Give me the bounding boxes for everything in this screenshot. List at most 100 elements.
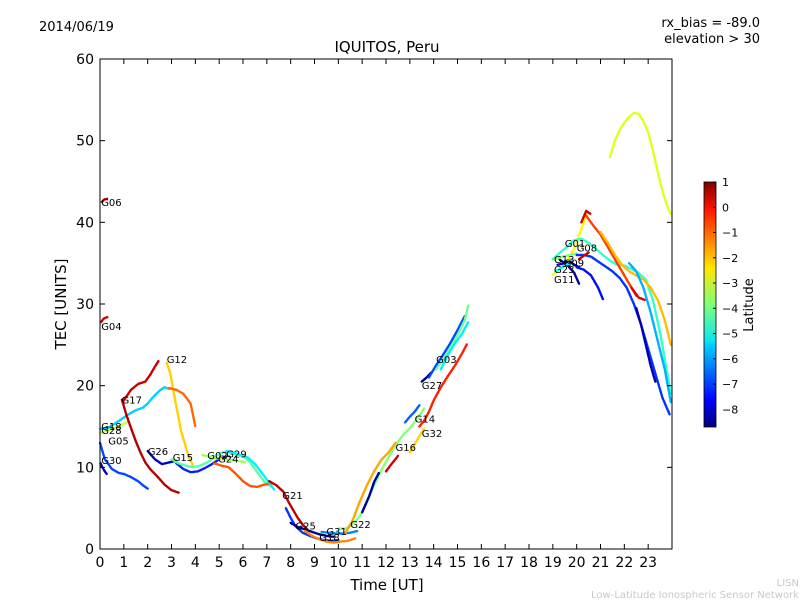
x-axis-label: Time [UT] bbox=[349, 576, 423, 594]
footer-lisn: LISN bbox=[777, 578, 799, 589]
series-g17 bbox=[120, 398, 180, 494]
x-tick-label: 12 bbox=[377, 555, 395, 571]
series-g02 bbox=[201, 453, 247, 464]
elevation-label: elevation > 30 bbox=[664, 32, 760, 47]
x-tick-label: 1 bbox=[119, 555, 128, 571]
series-g03c bbox=[439, 320, 470, 371]
sat-label-g03: G03 bbox=[436, 355, 456, 366]
y-tick-label: 10 bbox=[76, 460, 94, 476]
series-g30 bbox=[99, 462, 108, 476]
sat-label-g08: G08 bbox=[577, 244, 597, 255]
sat-label-g11: G11 bbox=[554, 275, 574, 286]
series-g01 bbox=[551, 237, 672, 395]
sat-label-g21: G21 bbox=[282, 491, 302, 502]
series-g09b bbox=[558, 258, 581, 285]
x-axis-ticks: 0 1 2 3 4 5 6 7 8 9 10 11 12 13 14 15 16 17 18 19 20 21 22 23 bbox=[96, 59, 657, 571]
colorbar-tick-label: −1 bbox=[722, 227, 738, 240]
y-axis-ticks: 0 10 20 30 40 50 60 bbox=[76, 52, 672, 558]
sat-label-g23: G23 bbox=[554, 265, 574, 276]
y-tick-label: 60 bbox=[76, 52, 94, 68]
chart-title: IQUITOS, Peru bbox=[334, 38, 439, 56]
series-g28 bbox=[98, 420, 130, 435]
colorbar-tick-label: −5 bbox=[722, 328, 738, 341]
series-g25b bbox=[289, 521, 335, 538]
sat-label-g05: G05 bbox=[108, 437, 128, 448]
series-g21 bbox=[268, 480, 309, 531]
colorbar-label: Latitude bbox=[742, 278, 757, 332]
x-tick-label: 21 bbox=[592, 555, 610, 571]
sat-label-g18: G18 bbox=[101, 422, 121, 433]
sat-label-g14: G14 bbox=[415, 414, 435, 425]
sat-label-g32: G32 bbox=[422, 429, 442, 440]
sat-label-g28: G28 bbox=[101, 426, 121, 437]
series-g06 bbox=[100, 197, 109, 204]
series-g08b bbox=[599, 230, 672, 346]
series-g09c bbox=[563, 260, 581, 269]
series-g27 bbox=[403, 404, 421, 424]
sat-label-g02: G02 bbox=[207, 451, 227, 462]
sat-label-g31: G31 bbox=[326, 527, 346, 538]
series-g15 bbox=[170, 450, 273, 489]
series-g12 bbox=[165, 361, 195, 467]
series-g13 bbox=[554, 252, 578, 261]
x-tick-label: 5 bbox=[215, 555, 224, 571]
sat-label-g12: G12 bbox=[167, 355, 187, 366]
series-g22b bbox=[344, 441, 397, 534]
sat-label-g13: G13 bbox=[554, 255, 574, 266]
x-tick-label: 9 bbox=[310, 555, 319, 571]
series-g03b bbox=[434, 304, 470, 371]
colorbar-ticks: 1 0 −1 −2 −3 −4 −5 −6 −7 −8 bbox=[713, 176, 738, 416]
plot-frame bbox=[99, 58, 673, 550]
series-g20b bbox=[580, 209, 593, 224]
sat-label-g30: G30 bbox=[101, 456, 121, 467]
series-g25 bbox=[284, 507, 340, 542]
sat-label-g04: G04 bbox=[101, 322, 121, 333]
series-g20 bbox=[577, 251, 590, 261]
colorbar-tick-label: −4 bbox=[722, 302, 738, 315]
x-tick-label: 19 bbox=[544, 555, 562, 571]
sat-label-g27: G27 bbox=[422, 381, 442, 392]
sat-label-g15: G15 bbox=[173, 453, 193, 464]
series-g08 bbox=[585, 214, 638, 297]
y-tick-label: 0 bbox=[85, 542, 94, 558]
series-g23b bbox=[575, 266, 605, 301]
series-g07b bbox=[635, 306, 657, 383]
series-g26 bbox=[146, 449, 178, 466]
sat-label-g18: G18 bbox=[319, 533, 339, 544]
sat-label-g01: G01 bbox=[565, 239, 585, 250]
series-g03 bbox=[427, 315, 466, 379]
sat-label-g16: G16 bbox=[396, 443, 416, 454]
x-tick-label: 7 bbox=[262, 555, 271, 571]
x-tick-label: 3 bbox=[167, 555, 176, 571]
series-g31 bbox=[320, 529, 359, 535]
series-g16 bbox=[384, 454, 400, 473]
sat-label-g22: G22 bbox=[350, 520, 370, 531]
series-g05 bbox=[98, 441, 149, 490]
colorbar-tick-label: −2 bbox=[722, 252, 738, 265]
colorbar-tick-label: −7 bbox=[722, 378, 738, 391]
x-tick-label: 14 bbox=[425, 555, 443, 571]
x-tick-label: 2 bbox=[143, 555, 152, 571]
colorbar-tick-label: −3 bbox=[722, 277, 738, 290]
series-g24 bbox=[213, 462, 273, 489]
sat-label-g06: G06 bbox=[101, 198, 121, 209]
x-tick-label: 11 bbox=[353, 555, 371, 571]
x-tick-label: 22 bbox=[615, 555, 633, 571]
series-g07 bbox=[575, 253, 671, 416]
series-g19 bbox=[630, 286, 646, 302]
x-tick-label: 6 bbox=[239, 555, 248, 571]
y-tick-label: 50 bbox=[76, 134, 94, 150]
colorbar-tick-label: 0 bbox=[722, 201, 729, 214]
y-tick-label: 40 bbox=[76, 215, 94, 231]
x-tick-label: 16 bbox=[472, 555, 490, 571]
series-g07c bbox=[627, 262, 672, 404]
series-g14 bbox=[408, 427, 426, 454]
date-label: 2014/06/19 bbox=[39, 20, 114, 35]
y-tick-label: 20 bbox=[76, 379, 94, 395]
x-tick-label: 10 bbox=[329, 555, 347, 571]
x-tick-label: 20 bbox=[568, 555, 586, 571]
x-tick-label: 17 bbox=[496, 555, 514, 571]
sat-label-g17: G17 bbox=[122, 396, 142, 407]
